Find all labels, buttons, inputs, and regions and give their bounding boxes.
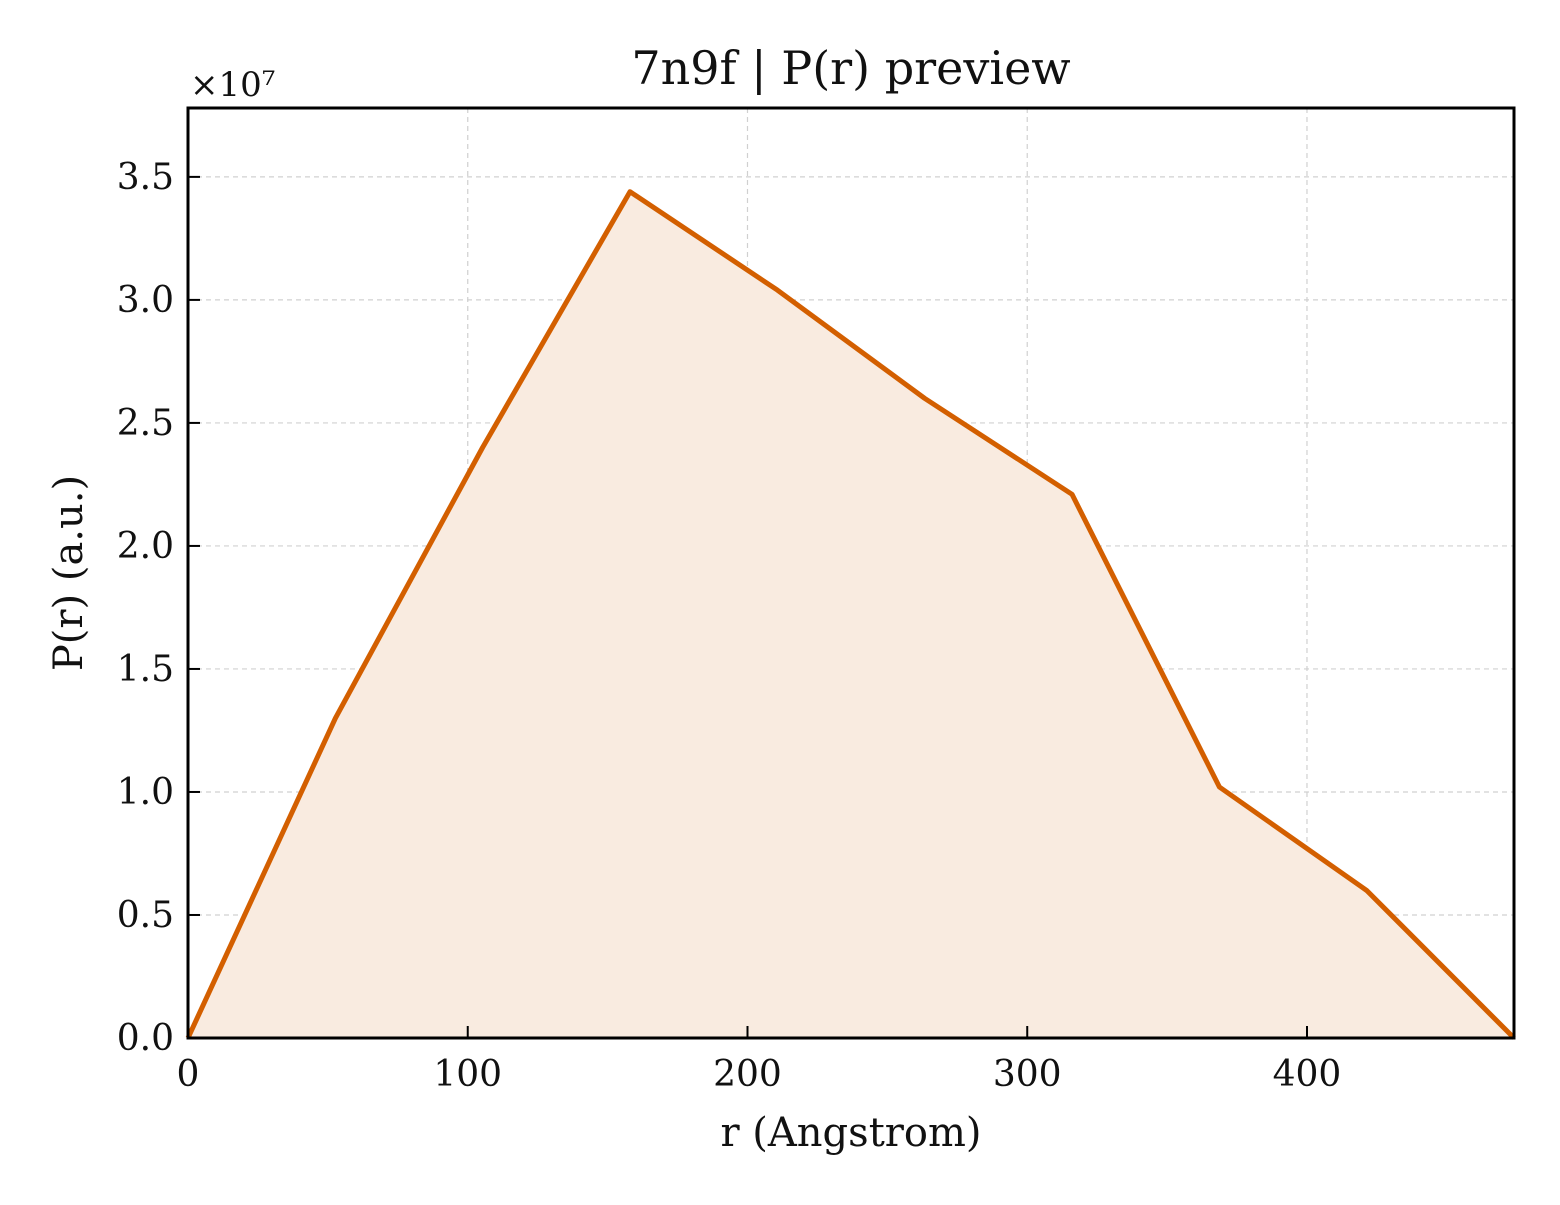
y-tick-label: 2.0 — [117, 526, 174, 567]
y-tick-label: 2.5 — [117, 403, 174, 444]
y-axis-label: P(r) (a.u.) — [46, 475, 92, 671]
y-tick-label: 3.0 — [117, 280, 174, 321]
chart-title: 7n9f | P(r) preview — [631, 41, 1070, 95]
y-tick-label: 1.5 — [117, 649, 174, 690]
series-line — [185, 189, 1516, 1040]
y-offset-label: ×10⁷ — [190, 65, 275, 105]
x-tick-label: 400 — [1273, 1054, 1342, 1095]
x-tick-label: 300 — [993, 1054, 1062, 1095]
x-tick-label: 0 — [177, 1054, 200, 1095]
y-tick-label: 3.5 — [117, 157, 174, 198]
y-tick-label: 0.5 — [117, 895, 174, 936]
x-axis-label: r (Angstrom) — [720, 1110, 981, 1156]
x-tick-label: 200 — [713, 1054, 782, 1095]
plot-frame — [186, 106, 1516, 1040]
x-tick-label: 100 — [433, 1054, 502, 1095]
area-fill — [188, 191, 1514, 1038]
tick-layer: 0 100 200 300 400 0.0 0.5 1.0 1.5 2.0 2.5 3.0 3.5 — [117, 157, 1342, 1095]
y-tick-label: 1.0 — [117, 772, 174, 813]
y-tick-label: 0.0 — [117, 1018, 174, 1059]
